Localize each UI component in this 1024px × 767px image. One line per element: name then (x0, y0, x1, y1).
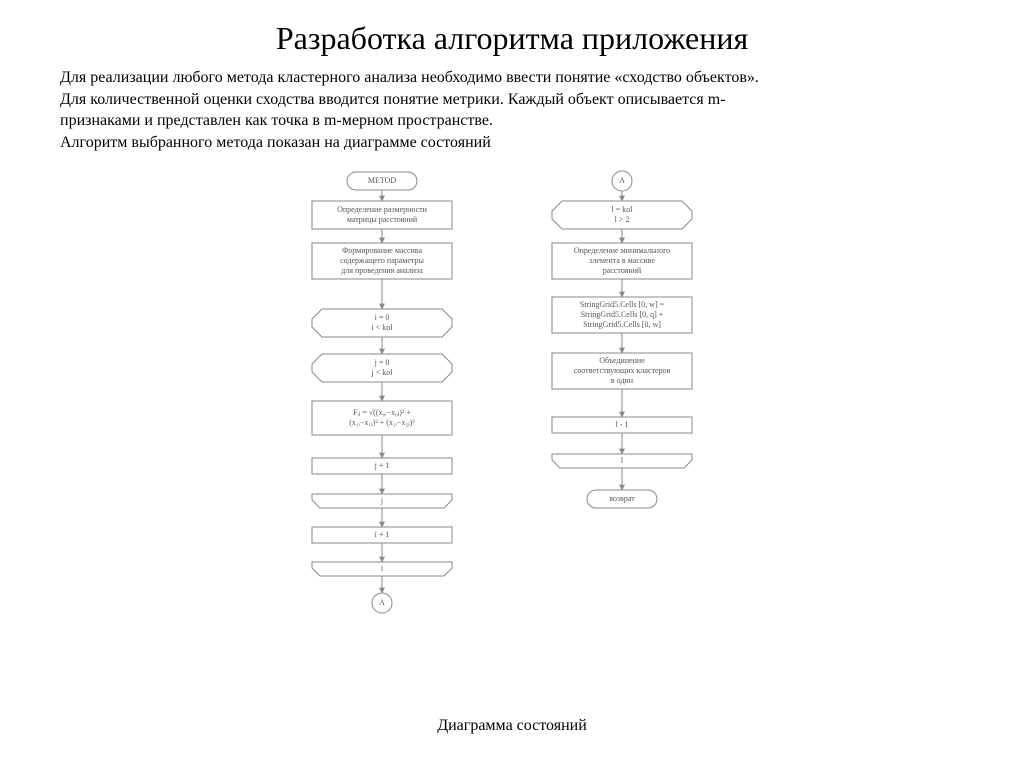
svg-text:l - 1: l - 1 (616, 420, 629, 429)
diagram-caption: Диаграмма состояний (262, 717, 762, 735)
svg-text:j + 1: j + 1 (374, 461, 390, 470)
svg-text:для проведения анализа: для проведения анализа (341, 266, 423, 275)
svg-text:Определение размерности: Определение размерности (337, 205, 428, 214)
svg-text:l > 2: l > 2 (615, 215, 630, 224)
svg-text:элемента в массиве: элемента в массиве (589, 256, 655, 265)
flowchart-diagram: METOD Определение размерностиматрицы расс… (262, 163, 762, 735)
svg-text:A: A (379, 598, 385, 607)
svg-text:j: j (380, 496, 383, 505)
flowchart-svg: METOD Определение размерностиматрицы расс… (262, 163, 762, 713)
svg-text:Формирование массива: Формирование массива (342, 246, 422, 255)
svg-text:StringGrid5.Cells [0, q] +: StringGrid5.Cells [0, q] + (581, 310, 664, 319)
svg-text:l = kol: l = kol (612, 205, 634, 214)
svg-text:i + 1: i + 1 (375, 530, 390, 539)
svg-text:Объединение: Объединение (599, 356, 645, 365)
svg-text:StringGrid5.Cells [0, w] =: StringGrid5.Cells [0, w] = (580, 300, 665, 309)
svg-text:Определение минимального: Определение минимального (574, 246, 670, 255)
svg-text:Fᵢⱼ = √((x₀ᵢ−x₀ⱼ)² +: Fᵢⱼ = √((x₀ᵢ−x₀ⱼ)² + (353, 408, 411, 417)
svg-text:(x₁ᵢ−x₁ⱼ)² + (x₂ᵢ−x₂ⱼ)²: (x₁ᵢ−x₁ⱼ)² + (x₂ᵢ−x₂ⱼ)² (349, 418, 415, 427)
intro-line-4: Алгоритм выбранного метода показан на ди… (60, 134, 491, 151)
svg-text:расстояний: расстояний (603, 266, 642, 275)
svg-text:StringGrid5.Cells [0, w]: StringGrid5.Cells [0, w] (583, 320, 661, 329)
svg-text:в один: в один (611, 376, 634, 385)
intro-text: Для реализации любого метода кластерного… (60, 67, 964, 153)
svg-text:i < kol: i < kol (372, 323, 394, 332)
svg-text:j < kol: j < kol (371, 368, 394, 377)
svg-text:j = 0: j = 0 (374, 358, 390, 367)
svg-text:соответствующих кластеров: соответствующих кластеров (574, 366, 671, 375)
svg-text:матрицы расстояний: матрицы расстояний (347, 215, 418, 224)
svg-text:i = 0: i = 0 (375, 313, 390, 322)
svg-text:METOD: METOD (368, 176, 397, 185)
page-title: Разработка алгоритма приложения (60, 20, 964, 57)
intro-line-3: признаками и представлен как точка в m-м… (60, 112, 493, 129)
intro-line-1: Для реализации любого метода кластерного… (60, 69, 759, 86)
svg-text:возврат: возврат (609, 494, 635, 503)
svg-text:содержащего параметры: содержащего параметры (340, 256, 424, 265)
intro-line-2: Для количественной оценки сходства вводи… (60, 91, 726, 108)
svg-text:A: A (619, 176, 625, 185)
